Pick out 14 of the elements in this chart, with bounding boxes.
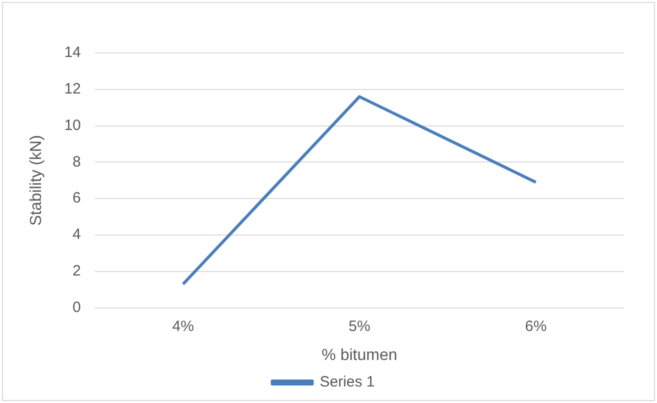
y-tick-label: 6: [72, 190, 81, 207]
y-tick-label: 12: [64, 80, 81, 98]
y-tick-label: 2: [72, 262, 81, 280]
y-axis-title: Stability (kN): [28, 135, 46, 226]
x-axis-title: % bitumen: [322, 346, 398, 364]
y-tick-label: 14: [64, 44, 81, 62]
y-tick-label: 10: [64, 116, 81, 134]
y-tick-label: 8: [72, 153, 81, 170]
x-tick-label: 5%: [348, 318, 370, 335]
legend-label: Series 1: [320, 374, 375, 391]
x-tick-label: 6%: [524, 318, 547, 335]
y-tick-label: 0: [72, 298, 81, 316]
x-tick-label: 4%: [172, 318, 194, 335]
y-tick-label: 4: [72, 226, 81, 244]
